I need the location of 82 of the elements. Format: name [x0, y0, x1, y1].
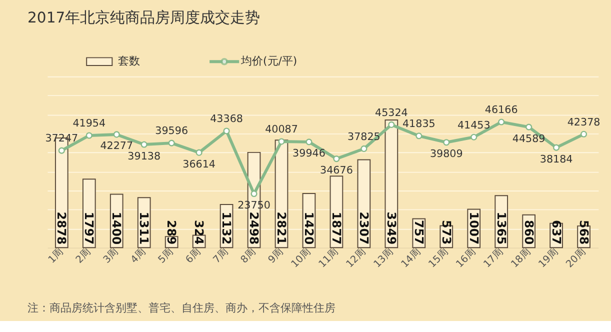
data-label: 1311 — [137, 212, 152, 245]
x-tick-label: 7周 — [211, 246, 231, 266]
point — [498, 118, 505, 126]
data-label: 45324 — [374, 106, 408, 119]
point — [388, 121, 395, 128]
x-tick-label: 1周 — [46, 246, 66, 266]
data-label: 46166 — [484, 104, 518, 116]
data-label: 1132 — [220, 212, 234, 245]
x-tick-label: 20周 — [564, 246, 588, 270]
text: 注：商品房统计含别墅、普宅、自住房、商办，不含保障性住房 — [28, 302, 336, 315]
x-tick-label: 13周 — [372, 246, 396, 270]
x-tick-label: 4周 — [129, 246, 148, 266]
data-label: 1007 — [466, 212, 481, 245]
data-label: 757 — [412, 220, 426, 245]
data-label: 860 — [522, 220, 536, 245]
point — [278, 138, 285, 145]
data-label: 41453 — [457, 119, 490, 132]
data-label: 42277 — [100, 140, 134, 152]
point — [86, 132, 92, 139]
x-tick-label: 9周 — [266, 246, 286, 266]
data-label: 41954 — [72, 118, 106, 130]
data-label: 43368 — [210, 113, 243, 126]
x-tick-label: 14周 — [399, 246, 424, 270]
point — [443, 139, 450, 146]
data-label: 324 — [192, 220, 206, 245]
point — [140, 141, 148, 148]
data-label: 637 — [549, 220, 564, 245]
point — [168, 140, 175, 146]
point — [553, 144, 560, 151]
data-label: 39809 — [430, 148, 463, 160]
data-label: 36614 — [182, 158, 216, 170]
legend-label: 均价(元/平) — [240, 54, 298, 68]
x-tick-label: 3周 — [102, 246, 121, 266]
data-label: 1400 — [110, 212, 124, 245]
data-label: 38184 — [540, 153, 573, 166]
data-label: 42378 — [567, 116, 600, 128]
data-label: 2821 — [274, 212, 289, 245]
data-label: 2498 — [247, 212, 262, 245]
point — [223, 128, 230, 134]
data-label: 1420 — [302, 212, 316, 245]
data-label: 39946 — [292, 148, 326, 160]
x-tick-label: 18周 — [509, 246, 534, 270]
x-tick-label: 17周 — [482, 246, 506, 270]
point — [113, 131, 120, 138]
data-label: 1797 — [82, 212, 96, 245]
point — [470, 134, 478, 140]
x-tick-label: 15周 — [426, 246, 451, 270]
point — [416, 132, 422, 140]
point — [196, 149, 202, 156]
x-tick-label: 11周 — [316, 246, 341, 270]
x-tick-label: 8周 — [238, 246, 258, 266]
data-label: 2307 — [357, 212, 372, 245]
x-tick-label: 2周 — [74, 246, 94, 266]
x-tick-label: 19周 — [536, 246, 561, 270]
point — [333, 156, 340, 162]
data-label: 39596 — [155, 125, 188, 138]
data-label: 289 — [164, 220, 179, 245]
x-tick-label: 6周 — [184, 246, 204, 266]
x-tick-label: 16周 — [454, 246, 478, 270]
chart-title: 2017年北京纯商品房周度成交走势 — [28, 10, 260, 27]
data-label: 41835 — [402, 118, 436, 130]
data-label: 39138 — [128, 150, 161, 162]
point — [580, 130, 588, 138]
bar — [384, 120, 398, 248]
data-label: 573 — [439, 220, 454, 245]
data-label: 34676 — [320, 164, 353, 177]
data-label: 44589 — [512, 132, 546, 145]
data-label: 3349 — [384, 212, 398, 245]
x-tick-label: 5周 — [156, 246, 176, 266]
point — [306, 138, 312, 146]
data-label: 1877 — [330, 212, 344, 245]
x-tick-label: 10周 — [289, 246, 314, 270]
point — [58, 147, 65, 154]
point — [526, 124, 532, 130]
x-tick-label: 12周 — [344, 246, 368, 270]
data-label: 1365 — [494, 212, 508, 245]
data-label: 568 — [576, 220, 591, 245]
data-label: 37247 — [45, 132, 78, 145]
legend-label: 套数 — [118, 54, 140, 68]
point — [360, 145, 368, 152]
data-label: 2878 — [54, 212, 69, 245]
data-label: 40087 — [265, 124, 298, 136]
